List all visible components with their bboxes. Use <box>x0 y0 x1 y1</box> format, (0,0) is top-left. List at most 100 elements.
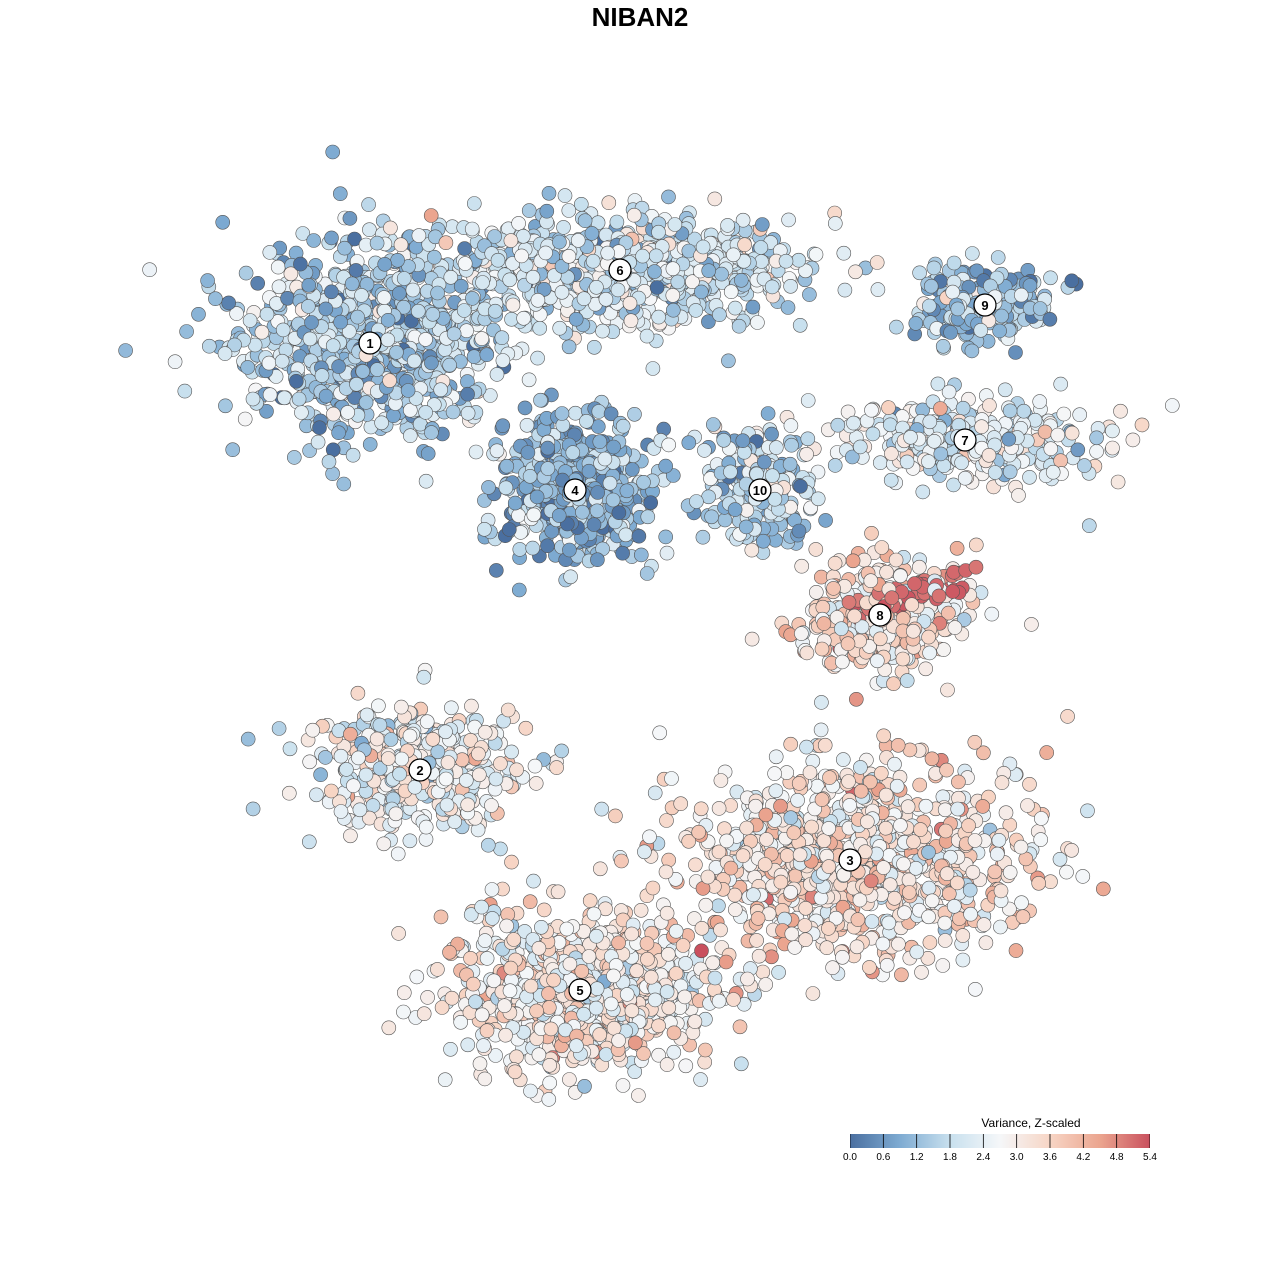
data-point <box>869 255 885 270</box>
data-point <box>1002 464 1018 480</box>
data-point <box>888 552 904 568</box>
data-point <box>457 256 473 271</box>
data-point <box>271 279 287 295</box>
data-point <box>494 330 510 346</box>
data-point <box>879 957 895 973</box>
data-point <box>405 282 421 298</box>
data-point <box>911 559 927 575</box>
data-point <box>362 437 378 452</box>
data-point <box>903 429 918 445</box>
data-point <box>938 823 954 839</box>
data-point <box>442 944 457 960</box>
data-point <box>618 527 634 543</box>
data-point <box>921 880 937 896</box>
data-point <box>581 463 597 479</box>
data-point <box>955 400 971 416</box>
data-point <box>1096 881 1111 897</box>
data-point <box>532 320 548 336</box>
data-point <box>418 332 433 347</box>
data-point <box>640 951 655 967</box>
data-point <box>912 265 927 281</box>
data-point <box>814 641 830 657</box>
data-point <box>549 760 564 775</box>
data-point <box>479 951 495 966</box>
data-point <box>511 582 527 598</box>
data-point <box>1072 407 1087 423</box>
data-point <box>918 798 934 814</box>
data-point <box>760 406 776 421</box>
data-point <box>479 347 495 363</box>
data-point <box>525 540 541 556</box>
data-point <box>459 323 474 339</box>
data-point <box>862 960 877 975</box>
data-point <box>799 446 814 462</box>
data-point <box>301 834 317 850</box>
data-point <box>1032 394 1047 409</box>
data-point <box>592 861 608 877</box>
data-point <box>921 298 937 314</box>
data-point <box>922 645 937 661</box>
data-point <box>1113 403 1128 419</box>
data-point <box>744 631 760 647</box>
data-point <box>848 691 864 707</box>
data-point <box>808 542 824 557</box>
data-point <box>746 887 761 903</box>
data-point <box>926 433 942 449</box>
data-point <box>1022 469 1037 485</box>
data-point <box>895 651 911 667</box>
data-point <box>1050 427 1066 443</box>
data-point <box>755 533 771 549</box>
data-point <box>895 611 911 626</box>
data-point <box>484 882 500 897</box>
data-point <box>561 339 577 355</box>
data-point <box>920 950 936 966</box>
data-point <box>521 203 537 218</box>
data-point <box>697 1042 713 1058</box>
data-point <box>1082 518 1097 534</box>
data-point <box>705 955 721 971</box>
data-point <box>281 785 297 801</box>
data-point <box>562 1072 577 1087</box>
data-point <box>968 537 984 553</box>
data-point <box>608 808 623 824</box>
data-point <box>732 1019 748 1035</box>
data-point <box>218 398 233 414</box>
data-point <box>841 594 857 610</box>
data-point <box>259 306 275 322</box>
data-point <box>466 349 482 365</box>
data-point <box>391 926 406 941</box>
data-point <box>542 1058 558 1073</box>
data-point <box>639 328 655 344</box>
data-point <box>845 553 861 569</box>
data-point <box>937 933 953 948</box>
data-point <box>678 956 693 971</box>
data-point <box>280 290 295 306</box>
data-point <box>694 920 710 936</box>
data-point <box>430 962 445 977</box>
data-point <box>817 737 833 753</box>
data-point <box>718 954 734 970</box>
data-point <box>1015 909 1031 925</box>
data-point <box>739 820 755 836</box>
data-point <box>802 287 817 302</box>
data-point <box>651 1047 666 1063</box>
data-point <box>727 887 743 903</box>
data-point <box>887 756 902 772</box>
data-point <box>962 882 978 898</box>
data-point <box>984 606 1000 622</box>
data-point <box>878 820 894 836</box>
data-point <box>468 994 483 1010</box>
data-point <box>941 384 957 400</box>
data-point <box>472 1056 488 1071</box>
data-point <box>827 555 843 571</box>
data-point <box>487 303 503 319</box>
data-point <box>1165 398 1180 413</box>
data-point <box>1002 403 1018 419</box>
data-point <box>1105 423 1120 439</box>
data-point <box>318 750 333 765</box>
data-point <box>768 749 784 765</box>
data-point <box>791 252 807 268</box>
data-point <box>312 420 327 436</box>
data-point <box>645 880 661 896</box>
data-point <box>479 1023 495 1038</box>
